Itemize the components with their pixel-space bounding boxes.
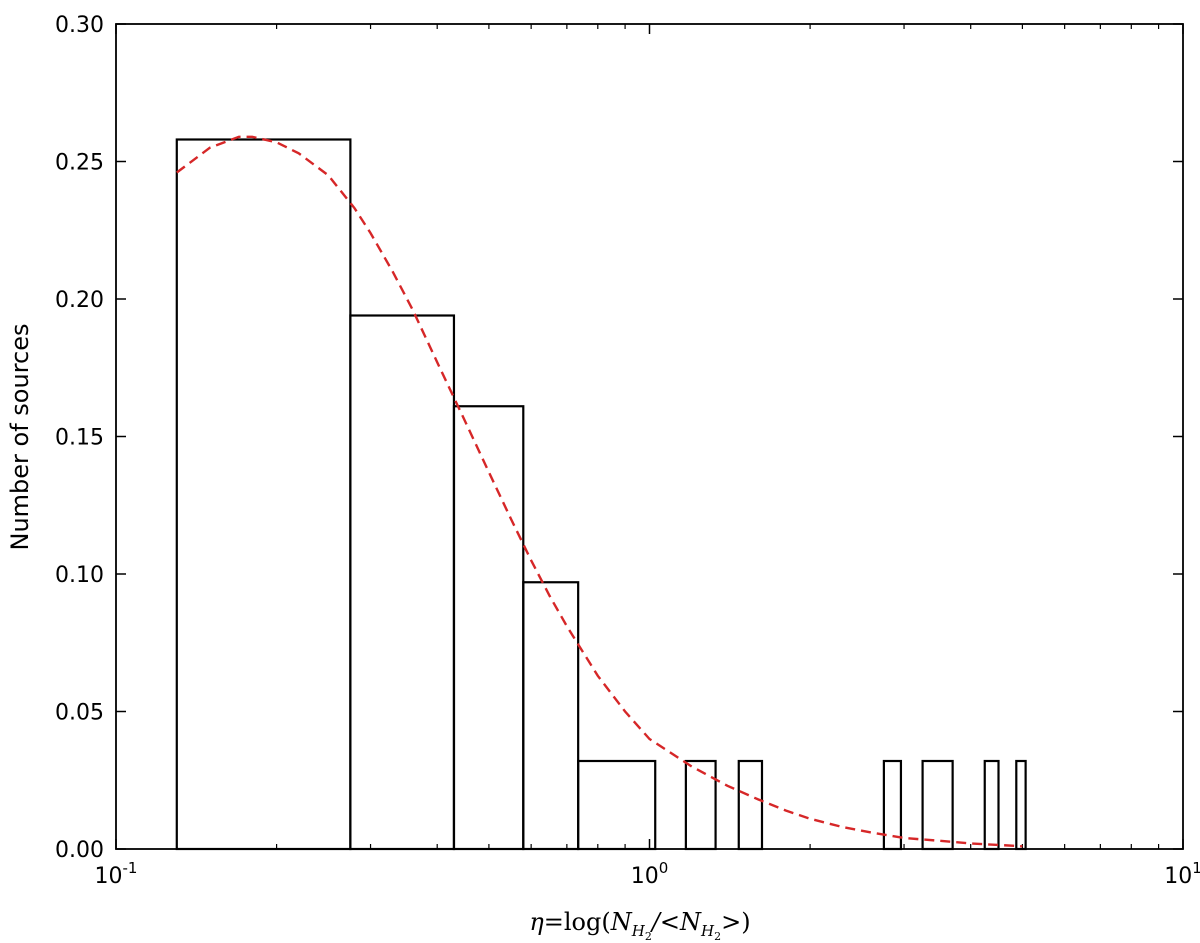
histogram-bar xyxy=(522,581,580,851)
y-tick-label: 0.15 xyxy=(55,426,104,451)
histogram-bar xyxy=(577,759,657,851)
histogram-bar xyxy=(349,314,456,851)
y-axis-ticks: 0.00 0.05 0.10 0.15 0.20 0.25 0.30 xyxy=(55,13,1183,863)
histogram-bar xyxy=(737,759,764,851)
y-tick-label: 0.25 xyxy=(55,151,104,176)
fit-curve xyxy=(176,135,1023,848)
histogram-bar xyxy=(452,405,525,851)
x-tick-label: 101 xyxy=(1164,859,1200,889)
y-tick-label: 0.20 xyxy=(55,288,104,313)
histogram-bar xyxy=(1015,759,1027,851)
histogram-bar xyxy=(921,759,954,851)
histogram-bar xyxy=(175,138,352,851)
y-tick-label: 0.05 xyxy=(55,701,104,726)
plot-frame xyxy=(115,23,1184,850)
x-tick-label: 10-1 xyxy=(95,859,138,889)
histogram-bar xyxy=(684,759,717,851)
y-tick-label: 0.30 xyxy=(55,13,104,38)
x-axis-ticks: 10-1 100 101 xyxy=(95,24,1200,889)
y-axis-title: Number of sources xyxy=(6,323,34,550)
x-tick-label: 100 xyxy=(631,859,669,889)
x-axis-title: η=log(NH2/<NH2>) xyxy=(529,908,750,943)
histogram-bar xyxy=(983,759,1000,851)
y-tick-label: 0.10 xyxy=(55,563,104,588)
y-tick-label: 0.00 xyxy=(55,838,104,863)
histogram-bars xyxy=(175,138,1027,851)
